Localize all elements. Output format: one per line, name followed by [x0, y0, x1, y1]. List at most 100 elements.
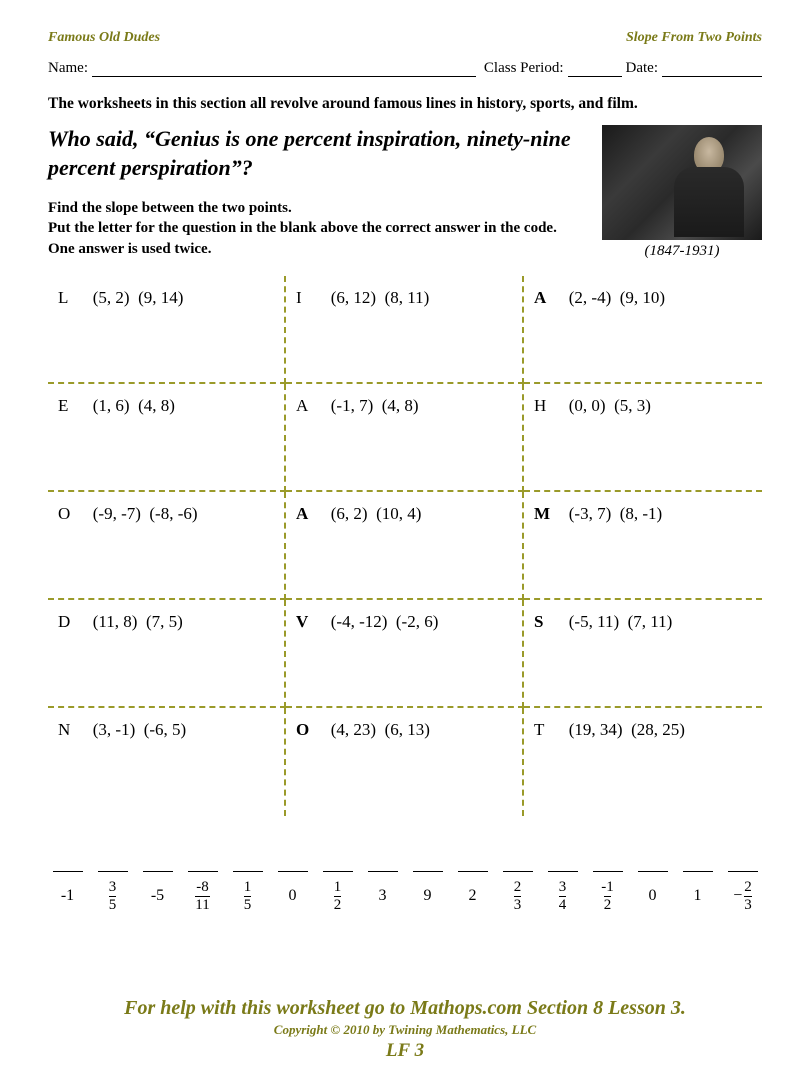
problem-letter: I	[296, 288, 318, 308]
period-label: Class Period:	[484, 60, 564, 77]
answer-value: 9	[424, 876, 432, 916]
answer-blank[interactable]	[593, 856, 623, 872]
answer-blank[interactable]	[683, 856, 713, 872]
answer-slot: 35	[95, 856, 131, 916]
problem-points: (-3, 7) (8, -1)	[556, 504, 662, 523]
answer-value: -811	[195, 876, 209, 916]
problem-points: (19, 34) (28, 25)	[556, 720, 685, 739]
problem-letter: A	[534, 288, 556, 308]
answer-slot: 2	[455, 856, 491, 916]
answer-blank[interactable]	[233, 856, 263, 872]
problem-letter: S	[534, 612, 556, 632]
answer-value: 0	[649, 876, 657, 916]
problem-points: (-4, -12) (-2, 6)	[318, 612, 438, 631]
problem-cell: H (0, 0) (5, 3)	[524, 384, 762, 492]
problem-points: (-9, -7) (-8, -6)	[80, 504, 198, 523]
answer-value: -12	[601, 876, 614, 916]
answer-slot: 23	[500, 856, 536, 916]
problem-points: (6, 2) (10, 4)	[318, 504, 421, 523]
problem-cell: A (2, -4) (9, 10)	[524, 276, 762, 384]
answer-blank[interactable]	[548, 856, 578, 872]
problem-points: (4, 23) (6, 13)	[318, 720, 430, 739]
problem-letter: D	[58, 612, 80, 632]
answer-blank[interactable]	[278, 856, 308, 872]
copyright: Copyright © 2010 by Twining Mathematics,…	[48, 1022, 762, 1038]
answer-slot: 12	[320, 856, 356, 916]
problem-cell: O (-9, -7) (-8, -6)	[48, 492, 286, 600]
problem-points: (-1, 7) (4, 8)	[318, 396, 419, 415]
answer-value: 3	[379, 876, 387, 916]
answer-slot: 0	[635, 856, 671, 916]
problem-letter: O	[58, 504, 80, 524]
answer-value: 23	[514, 876, 522, 916]
problem-cell: O (4, 23) (6, 13)	[286, 708, 524, 816]
period-blank[interactable]	[568, 76, 622, 77]
answer-slot: 3	[365, 856, 401, 916]
quote: Who said, “Genius is one percent inspira…	[48, 125, 584, 182]
intro-text: The worksheets in this section all revol…	[48, 95, 762, 113]
answer-slot: -5	[140, 856, 176, 916]
portrait-block: (1847-1931)	[602, 125, 762, 260]
problem-letter: O	[296, 720, 318, 740]
answer-blank[interactable]	[323, 856, 353, 872]
info-line: Name: Class Period: Date:	[48, 60, 762, 77]
answer-blank[interactable]	[188, 856, 218, 872]
problem-letter: L	[58, 288, 80, 308]
answer-slot: -1	[50, 856, 86, 916]
help-line: For help with this worksheet go to Matho…	[48, 997, 762, 1020]
answer-blank[interactable]	[728, 856, 758, 872]
problem-letter: H	[534, 396, 556, 416]
page-header: Famous Old Dudes Slope From Two Points	[48, 30, 762, 46]
problem-cell: N (3, -1) (-6, 5)	[48, 708, 286, 816]
answer-value: 34	[559, 876, 567, 916]
name-label: Name:	[48, 60, 88, 77]
problem-letter: A	[296, 504, 318, 524]
answer-value: 0	[289, 876, 297, 916]
problem-points: (3, -1) (-6, 5)	[80, 720, 186, 739]
instructions-line2: Put the letter for the question in the b…	[48, 220, 557, 256]
problem-points: (0, 0) (5, 3)	[556, 396, 651, 415]
answer-blank[interactable]	[368, 856, 398, 872]
answer-slot: −23	[725, 856, 761, 916]
problem-cell: M (-3, 7) (8, -1)	[524, 492, 762, 600]
problem-points: (1, 6) (4, 8)	[80, 396, 175, 415]
answer-value: 2	[469, 876, 477, 916]
answer-slot: 34	[545, 856, 581, 916]
problem-points: (6, 12) (8, 11)	[318, 288, 429, 307]
problem-cell: E (1, 6) (4, 8)	[48, 384, 286, 492]
answer-slot: 1	[680, 856, 716, 916]
answer-value: 15	[244, 876, 252, 916]
problem-letter: V	[296, 612, 318, 632]
answer-slot: 0	[275, 856, 311, 916]
problem-letter: E	[58, 396, 80, 416]
problem-cell: A (-1, 7) (4, 8)	[286, 384, 524, 492]
problem-points: (2, -4) (9, 10)	[556, 288, 665, 307]
instructions: Find the slope between the two points. P…	[48, 198, 584, 259]
answer-blank[interactable]	[143, 856, 173, 872]
answer-blank[interactable]	[458, 856, 488, 872]
answer-blank[interactable]	[53, 856, 83, 872]
problem-letter: A	[296, 396, 318, 416]
header-right: Slope From Two Points	[626, 30, 762, 46]
quote-section: Who said, “Genius is one percent inspira…	[48, 125, 762, 260]
name-blank[interactable]	[92, 76, 476, 77]
date-label: Date:	[626, 60, 658, 77]
answer-value: -5	[151, 876, 164, 916]
answer-blank[interactable]	[503, 856, 533, 872]
problem-points: (-5, 11) (7, 11)	[556, 612, 672, 631]
answer-slot: -811	[185, 856, 221, 916]
answer-slot: -12	[590, 856, 626, 916]
portrait-dates: (1847-1931)	[645, 243, 720, 260]
problem-grid: L (5, 2) (9, 14) I (6, 12) (8, 11) A (2, -…	[48, 276, 762, 816]
worksheet-code: LF 3	[48, 1040, 762, 1062]
date-blank[interactable]	[662, 76, 762, 77]
problem-cell: L (5, 2) (9, 14)	[48, 276, 286, 384]
problem-letter: T	[534, 720, 556, 740]
answer-slot: 9	[410, 856, 446, 916]
answer-blank[interactable]	[638, 856, 668, 872]
answer-value: 12	[334, 876, 342, 916]
problem-cell: V (-4, -12) (-2, 6)	[286, 600, 524, 708]
answer-blank[interactable]	[98, 856, 128, 872]
answer-blank[interactable]	[413, 856, 443, 872]
answer-value: -1	[61, 876, 74, 916]
